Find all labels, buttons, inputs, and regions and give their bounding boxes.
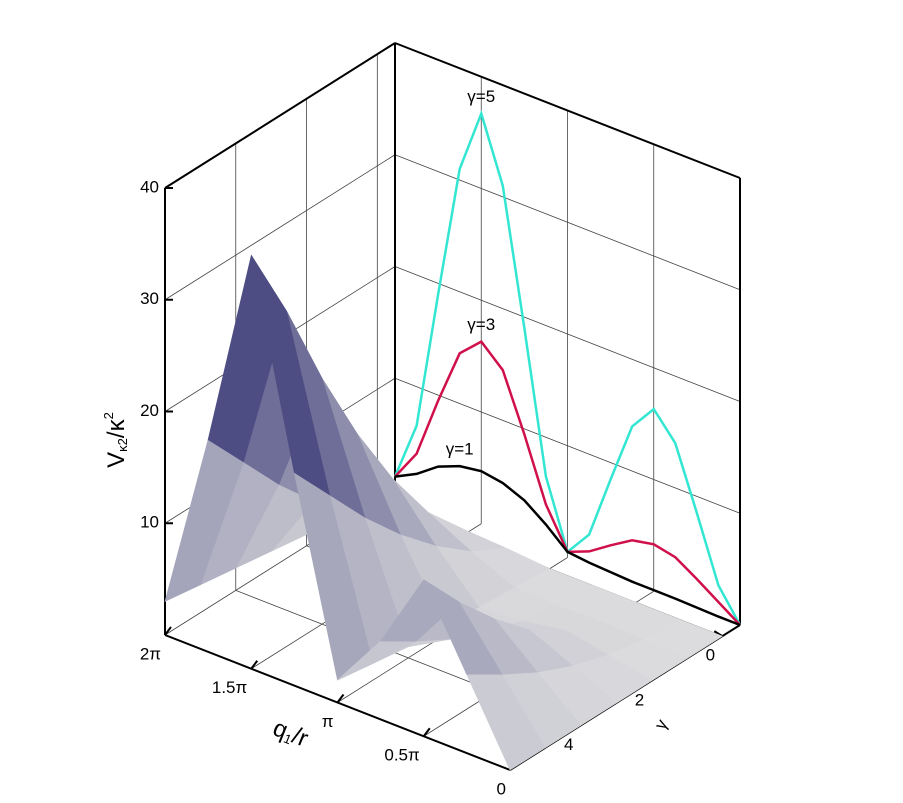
z-tick-label: 20 bbox=[140, 401, 159, 420]
x-axis-label: q1/r bbox=[269, 715, 312, 753]
x-tick-label: 2π bbox=[140, 644, 161, 663]
box-edge bbox=[164, 42, 396, 189]
x-tick-label: 0 bbox=[497, 779, 506, 798]
y-tick-label: 2 bbox=[635, 690, 644, 709]
z-axis-label: Vκ2/κ2 bbox=[101, 412, 130, 468]
surface-patch bbox=[466, 674, 546, 771]
y-axis-label: γ bbox=[651, 716, 672, 733]
tick-mark bbox=[250, 660, 259, 670]
z-tick-label: 30 bbox=[140, 289, 159, 308]
series-label: γ=1 bbox=[446, 440, 474, 459]
box-edge bbox=[394, 42, 741, 179]
z-label-main: V bbox=[103, 452, 130, 468]
tick-mark bbox=[422, 727, 431, 737]
y-tick-label: 4 bbox=[564, 735, 573, 754]
x-tick-label: 1.5π bbox=[212, 678, 247, 697]
x-label-rest: /r bbox=[288, 723, 312, 754]
y-tick-label: 0 bbox=[706, 646, 715, 665]
series-line bbox=[394, 464, 741, 627]
tick-mark bbox=[164, 626, 172, 636]
z-label-sup: 2 bbox=[101, 412, 116, 419]
z-tick-label: 10 bbox=[140, 513, 159, 532]
tick-mark bbox=[713, 630, 723, 638]
z-tick-label: 40 bbox=[140, 177, 159, 196]
z-label-mid: /κ bbox=[103, 418, 130, 438]
tick-mark bbox=[336, 693, 345, 704]
x-tick-label: 0.5π bbox=[384, 746, 419, 765]
z-label-sub: κ2 bbox=[115, 438, 130, 452]
series-label: γ=5 bbox=[467, 87, 495, 106]
x-tick-label: π bbox=[322, 712, 334, 731]
grid-line bbox=[164, 154, 396, 301]
series-label: γ=3 bbox=[467, 315, 495, 334]
